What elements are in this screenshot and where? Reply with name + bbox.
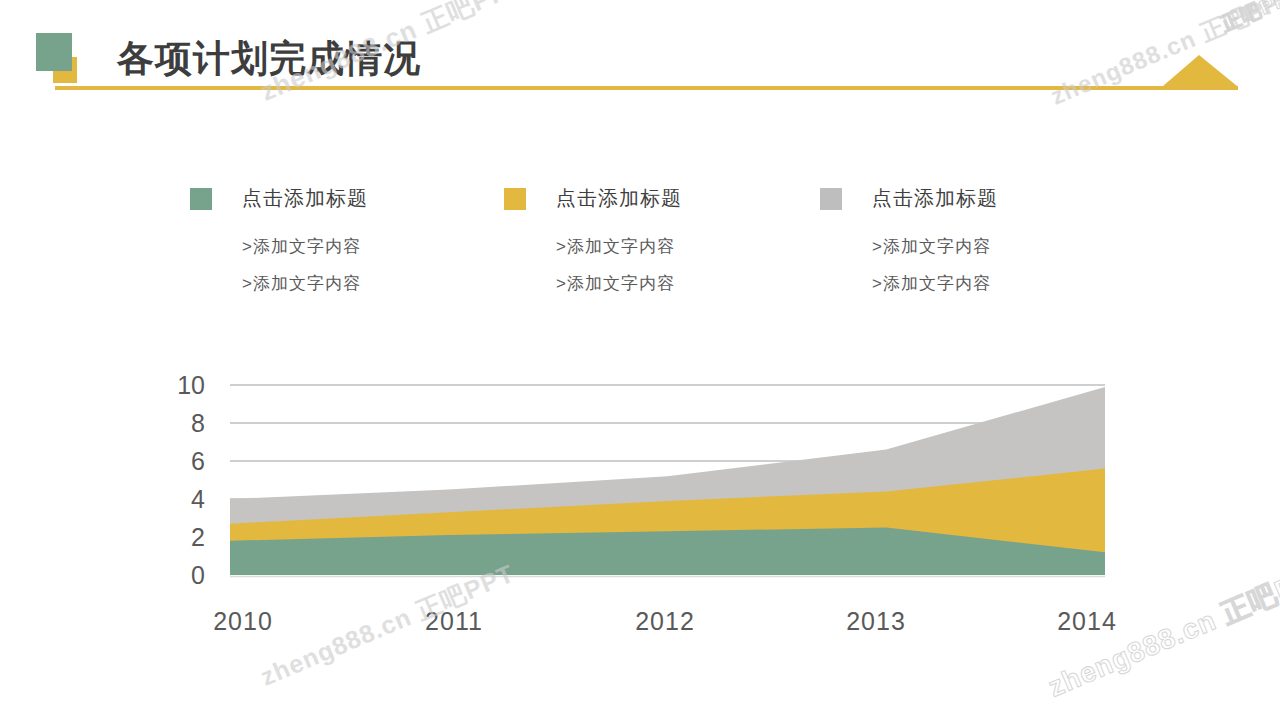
x-axis-tick-label: 2012 <box>635 607 695 635</box>
stacked-area-chart-canvas: 0 2 4 6 8 10 2010 2011 2012 2013 2014 <box>0 0 1280 720</box>
title-accent-green-square <box>36 33 72 71</box>
x-axis-tick-label: 2011 <box>425 607 483 635</box>
stacked-area-chart: 0 2 4 6 8 10 2010 2011 2012 2013 2014 <box>0 0 1280 720</box>
y-axis-tick-label: 8 <box>191 409 205 437</box>
y-axis-tick-label: 2 <box>191 523 205 551</box>
page-title: 各项计划完成情况 <box>117 34 421 84</box>
presentation-slide: 各项计划完成情况 点击添加标题 >添加文字内容 >添加文字内容 点击添加标题 >… <box>0 0 1280 720</box>
y-axis-tick-label: 0 <box>191 561 205 589</box>
x-axis-tick-label: 2010 <box>213 607 273 635</box>
x-axis-tick-label: 2013 <box>846 607 906 635</box>
x-axis-tick-label: 2014 <box>1057 607 1117 635</box>
y-axis-tick-label: 4 <box>191 485 205 513</box>
y-axis-tick-label: 6 <box>191 447 205 475</box>
y-axis-tick-label: 10 <box>177 371 205 399</box>
